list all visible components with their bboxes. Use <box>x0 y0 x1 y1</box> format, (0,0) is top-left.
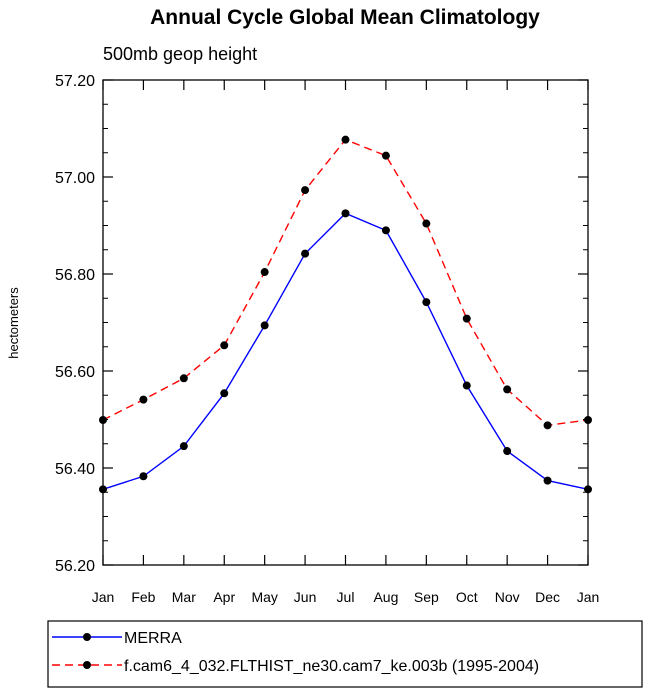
data-point <box>462 314 471 323</box>
data-point <box>543 421 552 430</box>
legend-label-2: f.cam6_4_032.FLTHIST_ne30.cam7_ke.003b (… <box>124 658 539 675</box>
data-point <box>301 249 310 258</box>
series-line-2 <box>102 138 589 427</box>
data-point <box>99 415 107 424</box>
data-point <box>422 298 431 307</box>
data-point <box>220 341 229 350</box>
x-tick-label: Sep <box>414 589 439 605</box>
x-tick-label: Dec <box>535 589 560 605</box>
series-line-1 <box>102 212 589 491</box>
data-point <box>301 186 310 195</box>
x-tick-label: Aug <box>373 589 398 605</box>
axes: 56.20 56.40 56.60 56.80 57.00 57.20 Jan Feb Mar A… <box>55 73 599 605</box>
x-tick-label: Jan <box>92 589 115 605</box>
data-point <box>139 395 148 404</box>
y-tick-label: 56.80 <box>55 267 95 284</box>
data-point <box>260 268 269 277</box>
x-tick-label: Jul <box>337 589 355 605</box>
y-tick-label: 56.40 <box>55 461 95 478</box>
data-point <box>220 389 229 398</box>
plot-frame <box>102 79 589 566</box>
chart-title: Annual Cycle Global Mean Climatology <box>150 6 540 29</box>
legend-box <box>47 620 643 688</box>
legend: MERRA f.cam6_4_032.FLTHIST_ne30.cam7_ke.0… <box>52 630 539 675</box>
data-point <box>422 219 431 228</box>
y-tick-label: 57.00 <box>55 170 95 187</box>
x-tick-label: Jan <box>577 589 600 605</box>
y-tick-label: 56.60 <box>55 364 95 381</box>
data-point <box>381 226 390 235</box>
x-tick-label: Oct <box>456 589 478 605</box>
series-layer <box>99 135 592 494</box>
x-tick-label: May <box>251 589 277 605</box>
data-point <box>341 135 350 144</box>
x-tick-label: Nov <box>495 589 520 605</box>
data-point <box>260 321 269 330</box>
data-point <box>462 381 471 390</box>
data-point <box>341 209 350 218</box>
y-axis-label: hectometers <box>6 287 21 359</box>
data-point <box>503 447 512 456</box>
data-point <box>543 476 552 485</box>
data-point <box>381 151 390 160</box>
data-point <box>179 374 188 383</box>
data-point <box>179 442 188 451</box>
legend-marker-2 <box>83 661 91 669</box>
data-point <box>99 485 107 494</box>
x-tick-label: Mar <box>172 589 196 605</box>
x-tick-label: Jun <box>294 589 317 605</box>
y-tick-label: 57.20 <box>55 73 95 90</box>
data-point <box>584 485 592 494</box>
x-tick-label: Apr <box>213 589 235 605</box>
legend-label-1: MERRA <box>124 630 182 647</box>
data-point <box>139 472 148 481</box>
data-point <box>584 415 592 424</box>
legend-marker-1 <box>83 633 91 641</box>
chart-subtitle: 500mb geop height <box>103 44 257 64</box>
x-tick-label: Feb <box>131 589 155 605</box>
data-point <box>503 385 512 394</box>
y-tick-label: 56.20 <box>55 558 95 575</box>
